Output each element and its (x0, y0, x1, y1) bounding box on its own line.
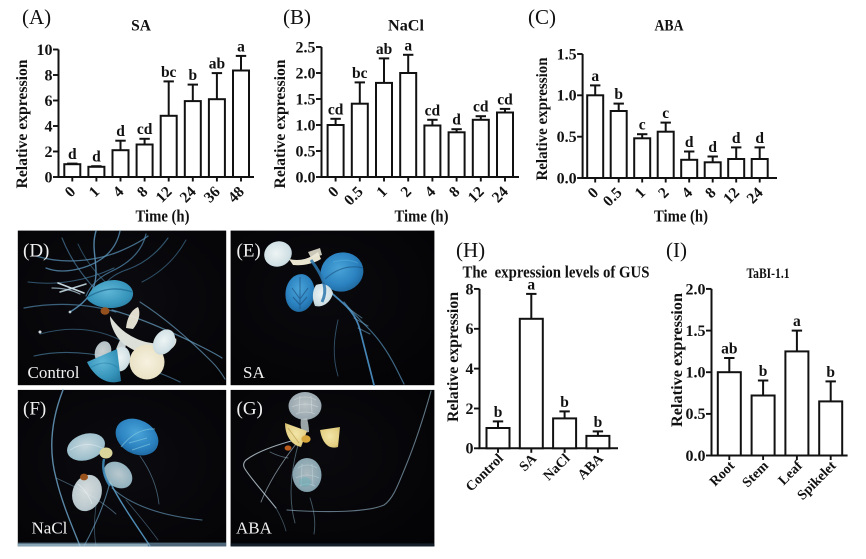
svg-text:1.5: 1.5 (296, 91, 316, 108)
svg-text:0.5: 0.5 (296, 143, 316, 160)
svg-text:b: b (494, 404, 503, 421)
svg-text:(D): (D) (23, 241, 49, 262)
svg-text:The expression levels of GUS: The expression levels of GUS (463, 263, 650, 282)
svg-text:2: 2 (45, 144, 53, 161)
svg-text:d: d (68, 146, 77, 163)
svg-text:1.5: 1.5 (686, 323, 706, 340)
svg-text:b: b (759, 363, 768, 380)
svg-text:cd: cd (328, 101, 344, 118)
svg-text:a: a (527, 276, 535, 293)
svg-text:d: d (708, 139, 717, 156)
svg-text:Time (h): Time (h) (136, 207, 190, 226)
svg-text:2.5: 2.5 (296, 39, 316, 56)
svg-text:4: 4 (45, 118, 53, 135)
svg-text:(F): (F) (23, 399, 46, 420)
svg-text:0.0: 0.0 (686, 448, 706, 465)
svg-text:a: a (404, 37, 412, 54)
svg-text:Relative expression: Relative expression (534, 57, 551, 180)
svg-text:Relative expression: Relative expression (272, 59, 289, 188)
svg-text:a: a (793, 313, 801, 330)
svg-text:ABA: ABA (655, 18, 685, 35)
svg-text:2: 2 (466, 401, 474, 418)
svg-text:NaCl: NaCl (388, 18, 425, 35)
svg-text:Relative expression: Relative expression (669, 293, 686, 427)
svg-text:ab: ab (376, 41, 392, 58)
svg-text:cd: cd (425, 102, 441, 119)
svg-text:Relative expression: Relative expression (445, 292, 462, 422)
svg-text:cd: cd (497, 91, 513, 108)
svg-text:8: 8 (45, 67, 53, 84)
svg-text:a: a (591, 68, 599, 85)
svg-text:0.5: 0.5 (557, 129, 577, 146)
svg-text:SA: SA (243, 363, 265, 382)
svg-text:1.0: 1.0 (557, 88, 577, 105)
svg-text:d: d (732, 130, 741, 147)
svg-text:1.0: 1.0 (296, 117, 316, 134)
svg-text:Time (h): Time (h) (654, 207, 708, 226)
svg-text:b: b (560, 394, 569, 411)
svg-text:8: 8 (466, 281, 474, 298)
svg-text:(G): (G) (237, 399, 263, 420)
svg-text:0.5: 0.5 (686, 406, 706, 423)
svg-text:(B): (B) (283, 5, 311, 29)
svg-text:(E): (E) (237, 241, 261, 262)
svg-text:(A): (A) (22, 5, 51, 29)
svg-text:c: c (662, 105, 669, 122)
svg-text:bc: bc (352, 65, 368, 82)
svg-text:cd: cd (137, 121, 153, 138)
svg-text:b: b (614, 86, 623, 103)
svg-text:b: b (826, 364, 835, 381)
svg-text:a: a (237, 38, 245, 55)
svg-text:1.5: 1.5 (557, 46, 577, 63)
svg-text:TaBI-1.1: TaBI-1.1 (747, 266, 790, 282)
svg-text:(H): (H) (456, 238, 485, 262)
svg-text:bc: bc (161, 64, 177, 81)
svg-text:Time (h): Time (h) (395, 207, 449, 226)
svg-text:(C): (C) (528, 5, 556, 29)
svg-text:d: d (452, 112, 461, 129)
svg-text:d: d (755, 130, 764, 147)
svg-text:ab: ab (721, 341, 737, 358)
svg-text:0.0: 0.0 (557, 170, 577, 187)
svg-text:4: 4 (466, 361, 474, 378)
svg-text:c: c (639, 117, 646, 134)
svg-text:b: b (188, 67, 197, 84)
svg-text:1.0: 1.0 (686, 365, 706, 382)
svg-text:b: b (594, 414, 603, 431)
svg-text:NaCl: NaCl (32, 519, 68, 538)
svg-text:10: 10 (37, 42, 53, 59)
svg-text:d: d (92, 149, 101, 166)
svg-text:(I): (I) (666, 238, 687, 262)
svg-text:Control: Control (28, 363, 80, 382)
svg-text:ABA: ABA (236, 519, 273, 538)
svg-text:d: d (685, 134, 694, 151)
svg-text:0: 0 (466, 441, 474, 458)
svg-text:2.0: 2.0 (686, 281, 706, 298)
svg-text:2.0: 2.0 (296, 65, 316, 82)
svg-text:ab: ab (209, 56, 225, 73)
svg-text:Relative expression: Relative expression (14, 59, 31, 188)
svg-text:cd: cd (473, 99, 489, 116)
svg-text:SA: SA (131, 18, 152, 35)
svg-text:0.0: 0.0 (296, 169, 316, 186)
svg-text:0: 0 (45, 169, 53, 186)
svg-text:d: d (116, 123, 125, 140)
svg-text:6: 6 (45, 93, 53, 110)
svg-text:6: 6 (466, 321, 474, 338)
